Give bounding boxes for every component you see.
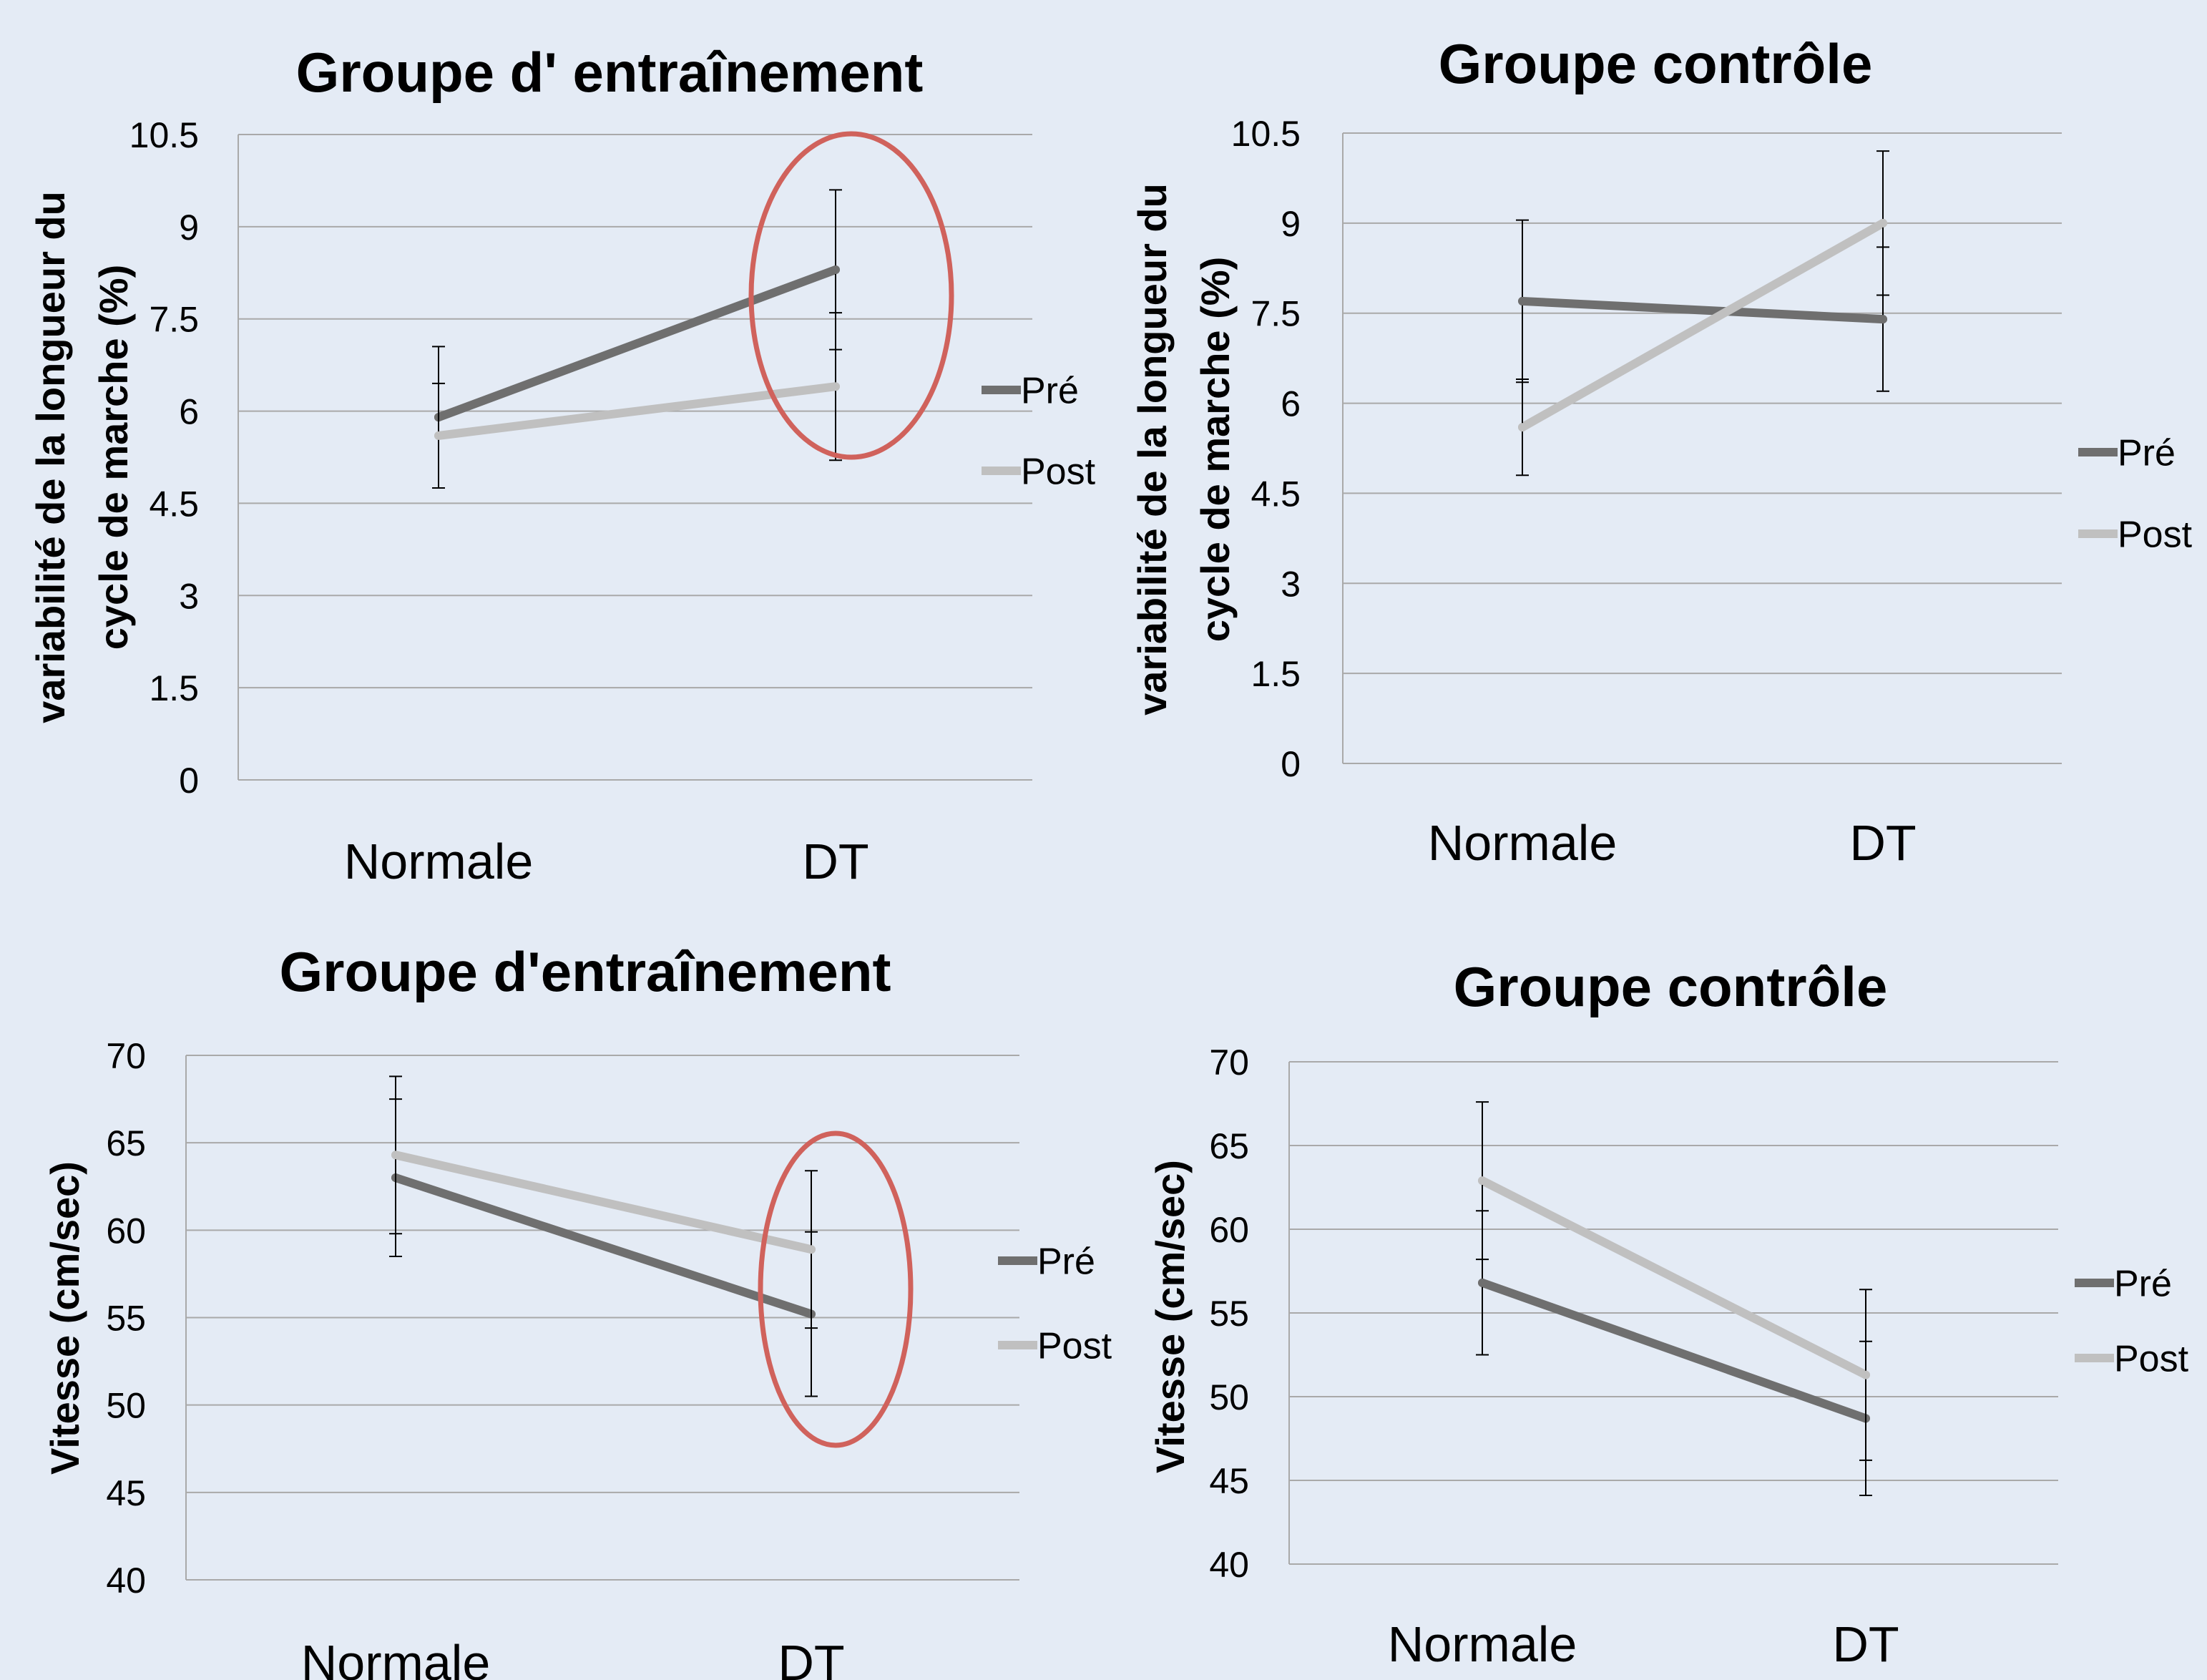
series-line-post	[434, 382, 840, 440]
y-tick-label: 4.5	[1251, 474, 1301, 514]
x-category-label: Normale	[301, 1635, 491, 1680]
x-category-label: Normale	[1388, 1616, 1577, 1672]
y-tick-label: 50	[106, 1386, 146, 1426]
legend-label-pre: Pré	[1021, 371, 1079, 412]
y-tick-label: 10.5	[129, 115, 199, 155]
y-axis-label: Vitesse (cm/sec)	[42, 1161, 87, 1475]
y-tick-label: 9	[179, 207, 199, 248]
data-point	[1518, 296, 1527, 306]
y-tick-label: 1.5	[149, 668, 199, 708]
y-tick-label: 65	[106, 1123, 146, 1163]
y-tick-label: 40	[1209, 1545, 1249, 1585]
data-point	[1478, 1278, 1487, 1287]
y-tick-label: 3	[179, 576, 199, 616]
chart-panel-3: 40 45 50 55 60 65 70 Groupe d'entraînement Vites…	[42, 940, 1112, 1680]
legend-label-pre: Pré	[1037, 1241, 1095, 1283]
y-tick-label: 4.5	[149, 484, 199, 524]
y-axis-label: cycle de marche (%)	[91, 265, 136, 650]
y-tick-label: 70	[106, 1036, 146, 1076]
chart-panel-4: 40 45 50 55 60 65 70 Groupe contrôle Vitesse (cm…	[1147, 955, 2189, 1672]
y-tick-label: 55	[1209, 1294, 1249, 1334]
chart-title: Groupe d'entraînement	[280, 940, 891, 1003]
y-tick-label: 45	[106, 1473, 146, 1513]
y-tick-label: 6	[1281, 384, 1301, 424]
y-tick-label: 9	[1281, 204, 1301, 244]
y-tick-label: 1.5	[1251, 654, 1301, 694]
series-line-pre	[434, 265, 840, 422]
y-tick-label: 6	[179, 392, 199, 432]
data-point	[1879, 218, 1887, 228]
y-tick-label: 0	[1281, 744, 1301, 784]
x-category-label: DT	[802, 834, 868, 889]
y-tick-label: 7.5	[1251, 294, 1301, 334]
data-point	[1861, 1370, 1870, 1379]
y-axis-label: Vitesse (cm/sec)	[1147, 1160, 1193, 1473]
y-axis-label: variabilité de la longueur du	[28, 191, 73, 723]
legend-label-post: Post	[1021, 451, 1096, 493]
data-point	[807, 1245, 816, 1254]
y-tick-label: 45	[1209, 1461, 1249, 1501]
chart-title: Groupe d' entraînement	[296, 41, 924, 104]
legend-label-post: Post	[2114, 1339, 2189, 1380]
series-line-post	[1478, 1176, 1870, 1379]
data-point	[1518, 423, 1527, 432]
y-tick-label: 65	[1209, 1126, 1249, 1166]
series-line-pre	[1478, 1278, 1870, 1423]
series-line-post	[391, 1151, 816, 1254]
x-category-label: DT	[1832, 1616, 1899, 1672]
y-tick-label: 50	[1209, 1377, 1249, 1417]
data-point	[831, 382, 840, 391]
y-tick-label: 55	[106, 1299, 146, 1339]
data-point	[831, 265, 840, 274]
chart-panel-2: 0 1.5 3 4.5 6 7.5 9 10.5 Groupe contrôle variabil…	[1130, 32, 2193, 871]
y-tick-label: 3	[1281, 564, 1301, 604]
y-axis-label: cycle de marche (%)	[1193, 257, 1238, 642]
legend-label-post: Post	[1037, 1326, 1112, 1367]
data-point	[434, 431, 443, 440]
highlight-ellipse	[748, 131, 954, 460]
y-tick-label: 10.5	[1231, 114, 1301, 154]
series-line-pre	[391, 1173, 816, 1319]
y-tick-label: 60	[106, 1211, 146, 1251]
y-axis-label: variabilité de la longueur du	[1130, 183, 1175, 716]
legend-label-pre: Pré	[2114, 1264, 2172, 1305]
x-category-label: Normale	[344, 834, 534, 889]
y-tick-label: 70	[1209, 1042, 1249, 1083]
legend-label-post: Post	[2118, 514, 2193, 556]
legend-label-pre: Pré	[2118, 433, 2176, 474]
x-category-label: DT	[778, 1635, 844, 1680]
data-point	[1879, 315, 1887, 324]
y-tick-label: 7.5	[149, 300, 199, 340]
y-tick-label: 0	[179, 761, 199, 801]
chart-title: Groupe contrôle	[1439, 32, 1873, 95]
series-line-pre	[1518, 296, 1887, 324]
x-category-label: DT	[1849, 815, 1916, 871]
data-point	[391, 1151, 400, 1160]
data-point	[1478, 1176, 1487, 1186]
series-line-post	[1518, 218, 1887, 432]
y-tick-label: 40	[106, 1561, 146, 1601]
y-tick-label: 60	[1209, 1210, 1249, 1250]
x-category-label: Normale	[1428, 815, 1618, 871]
highlight-ellipse	[758, 1130, 914, 1448]
chart-panel-1: 0 1.5 3 4.5 6 7.5 9 10.5 Groupe d' entraînement v…	[28, 41, 1096, 889]
chart-title: Groupe contrôle	[1454, 955, 1888, 1018]
